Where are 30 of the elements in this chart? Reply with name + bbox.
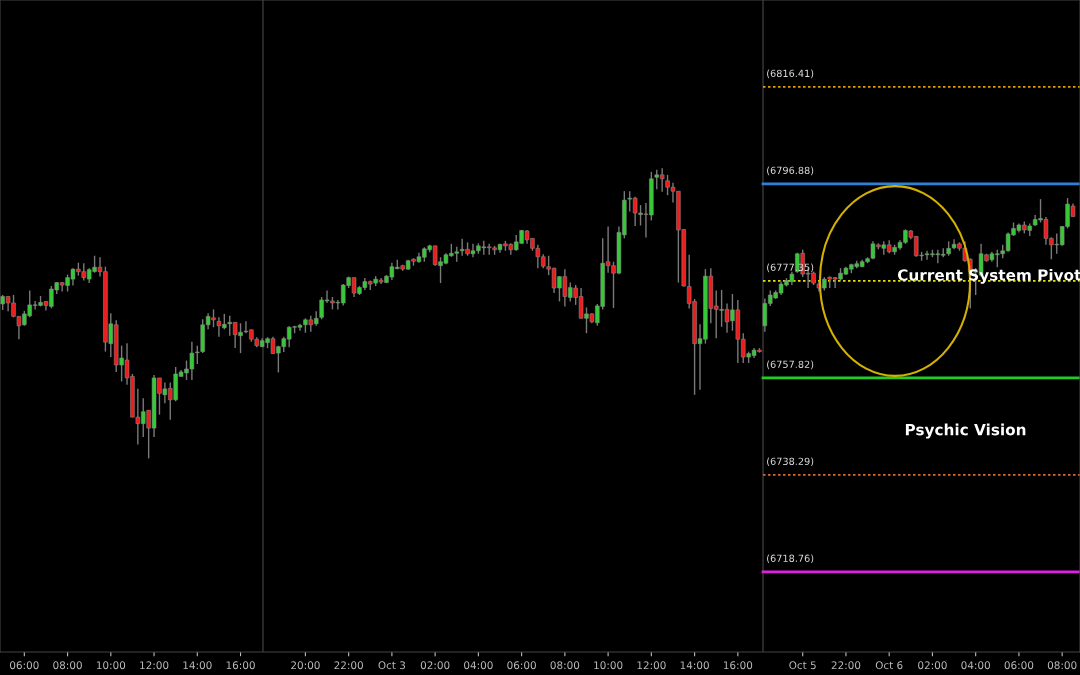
- x-tick-label: 14:00: [680, 661, 709, 670]
- x-tick-label: Oct 5: [789, 661, 816, 670]
- x-tick-label: 08:00: [53, 661, 82, 670]
- x-tick-label: 02:00: [420, 661, 450, 670]
- x-tick-label: 14:00: [183, 661, 212, 670]
- ref-line-label: (6738.29): [767, 457, 814, 467]
- x-tick-label: 02:00: [918, 661, 947, 670]
- x-tick-label: 06:00: [10, 661, 39, 670]
- ref-line-label: (6816.41): [767, 69, 814, 79]
- x-tick-label: 22:00: [831, 661, 861, 670]
- x-tick-label: 06:00: [507, 661, 536, 670]
- x-tick-label: 10:00: [594, 661, 623, 670]
- x-tick-label: 12:00: [140, 661, 169, 670]
- x-tick-label: 20:00: [291, 661, 320, 670]
- ref-line-label: (6757.82): [767, 360, 814, 370]
- x-tick-label: 04:00: [961, 661, 990, 670]
- x-tick-label: 22:00: [334, 661, 363, 670]
- x-tick-label: 10:00: [96, 661, 126, 670]
- x-tick-label: 08:00: [1047, 661, 1077, 670]
- ref-line-label: (6718.76): [767, 554, 814, 564]
- x-tick-label: 12:00: [637, 661, 666, 670]
- x-tick-label: 06:00: [1004, 661, 1034, 670]
- ref-line-label: (6796.88): [767, 166, 814, 176]
- x-tick-label: 16:00: [723, 661, 753, 670]
- x-tick-label: 04:00: [464, 661, 493, 670]
- x-tick-label: 08:00: [550, 661, 580, 670]
- x-tick-label: 16:00: [226, 661, 255, 670]
- x-tick-label: Oct 3: [378, 661, 406, 670]
- annotation: Psychic Vision: [905, 423, 1026, 439]
- x-tick-label: Oct 6: [875, 661, 903, 670]
